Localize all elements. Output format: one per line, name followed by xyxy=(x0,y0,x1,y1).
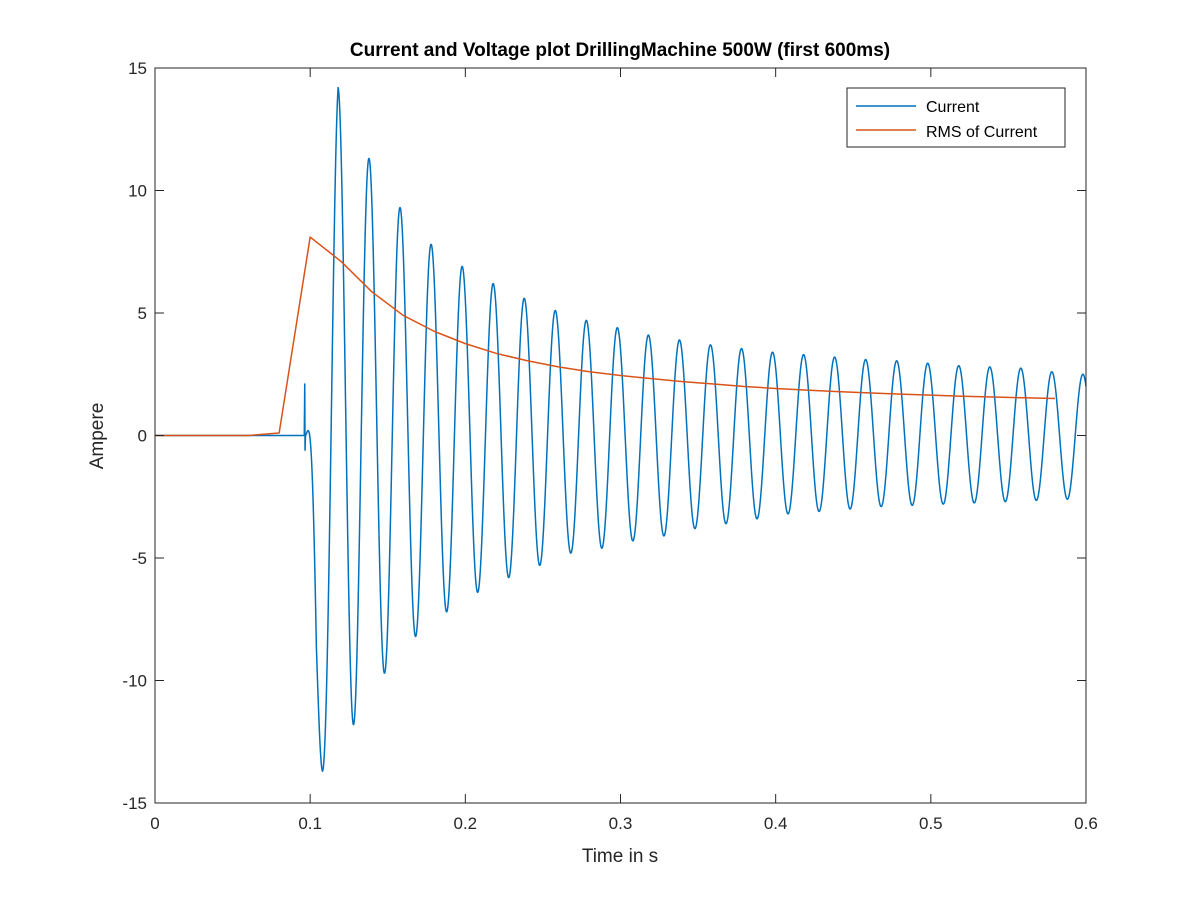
series-current-line xyxy=(155,86,1087,772)
legend: Current RMS of Current xyxy=(846,87,1066,148)
y-tick-label: -15 xyxy=(122,794,147,813)
y-axis-label: Ampere xyxy=(87,403,108,470)
x-tick-label: 0 xyxy=(150,814,159,833)
y-tick-label: 15 xyxy=(128,59,147,78)
x-tick-label: 0.5 xyxy=(919,814,943,833)
x-tick-label: 0.4 xyxy=(764,814,788,833)
x-tick-label: 0.2 xyxy=(454,814,478,833)
series-rms-line xyxy=(155,236,1055,437)
y-tick-label: 10 xyxy=(128,182,147,201)
x-tick-label: 0.6 xyxy=(1074,814,1098,833)
legend-box xyxy=(846,87,1066,148)
x-axis-label: Time in s xyxy=(582,846,658,867)
y-tick-label: -10 xyxy=(122,672,147,691)
series-layer xyxy=(155,86,1087,772)
chart-title: Current and Voltage plot DrillingMachine… xyxy=(350,40,890,61)
y-tick-label: -5 xyxy=(132,549,147,568)
legend-label-current: Current xyxy=(926,99,980,116)
x-tick-label: 0.1 xyxy=(298,814,322,833)
y-tick-label: 0 xyxy=(138,427,147,446)
ticks-layer: 0 0.1 0.2 0.3 0.4 0.5 0.6 15 10 5 0 -5 -10 -15 xyxy=(122,59,1097,833)
legend-label-rms: RMS of Current xyxy=(926,124,1038,141)
x-tick-label: 0.3 xyxy=(609,814,633,833)
y-tick-label: 5 xyxy=(138,304,147,323)
